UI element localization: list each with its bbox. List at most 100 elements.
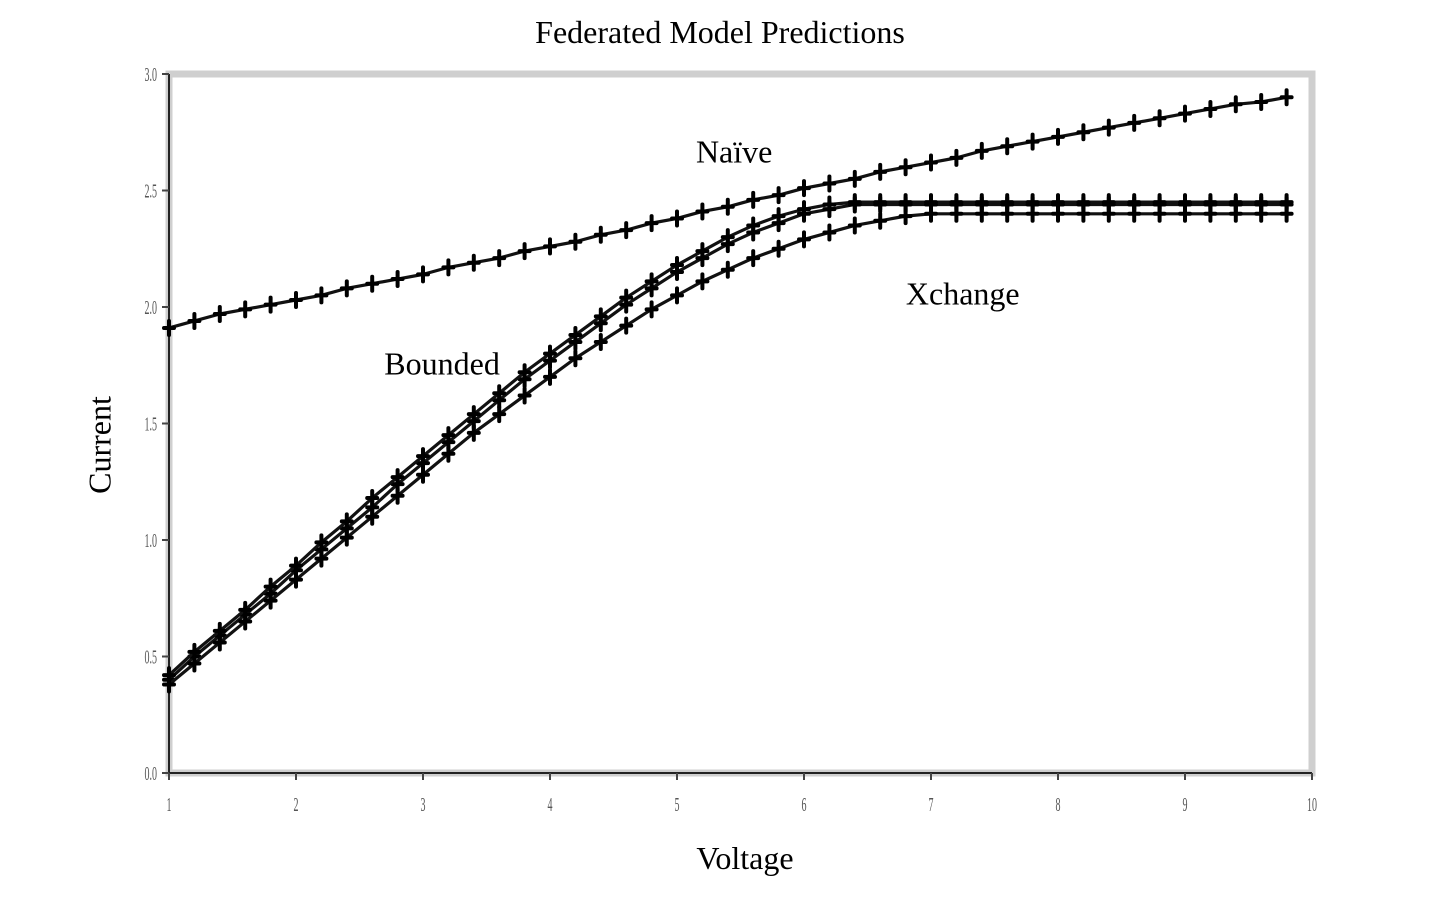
- data-point: [974, 141, 989, 160]
- data-point: [314, 549, 329, 568]
- data-point: [339, 528, 354, 547]
- axis-ticks: 1 2 3 4 5 6 7 8 9 10 0.0 0.5 1.0 1.5 2.0 2.5 3.0: [145, 65, 1318, 817]
- chart-title: Federated Model Predictions: [535, 14, 905, 50]
- y-tick-label: 2.0: [145, 298, 158, 320]
- data-point: [263, 295, 278, 314]
- data-point: [593, 332, 608, 351]
- data-point: [822, 223, 837, 242]
- data-point: [238, 300, 253, 319]
- data-point: [873, 211, 888, 230]
- data-point: [289, 570, 303, 589]
- data-point: [1152, 193, 1167, 212]
- data-point: [1254, 193, 1269, 212]
- x-tick-label: 2: [293, 795, 298, 817]
- data-point: [670, 256, 684, 275]
- data-point: [847, 169, 862, 188]
- y-tick-label: 0.0: [145, 764, 158, 786]
- data-point: [365, 507, 380, 526]
- data-point: [466, 423, 481, 442]
- data-point: [1000, 193, 1015, 212]
- data-point: [1051, 193, 1065, 212]
- data-point: [238, 600, 253, 619]
- data-point: [898, 158, 913, 177]
- data-point: [695, 242, 710, 261]
- data-point: [949, 193, 964, 212]
- data-point: [314, 533, 329, 552]
- plot-frame: [165, 70, 1316, 777]
- data-point: [1254, 92, 1269, 111]
- data-point: [1178, 193, 1192, 212]
- data-point: [720, 197, 735, 216]
- series-xchange: [162, 204, 1294, 694]
- data-point: [263, 577, 278, 596]
- data-point: [492, 384, 507, 403]
- data-point: [720, 228, 735, 247]
- x-tick-label: 10: [1307, 795, 1317, 817]
- data-point: [390, 468, 405, 487]
- data-point: [644, 300, 659, 319]
- data-point: [1203, 193, 1218, 212]
- data-point: [771, 186, 786, 205]
- data-point: [847, 193, 862, 212]
- data-point: [644, 272, 659, 291]
- data-point: [695, 272, 710, 291]
- data-point: [1051, 127, 1065, 146]
- data-point: [339, 279, 354, 298]
- data-point: [1279, 193, 1294, 212]
- data-point: [746, 216, 761, 235]
- data-point: [416, 465, 430, 484]
- data-point: [1279, 88, 1294, 107]
- data-point: [1178, 104, 1192, 123]
- data-point: [847, 216, 862, 235]
- data-point: [644, 214, 659, 233]
- y-tick-label: 2.5: [145, 181, 158, 203]
- data-point: [187, 642, 202, 661]
- data-point: [873, 193, 888, 212]
- data-point: [924, 153, 938, 172]
- data-point: [797, 179, 811, 198]
- data-point: [416, 447, 430, 466]
- data-point: [949, 148, 964, 167]
- series-line: [167, 212, 1287, 686]
- data-point: [1025, 132, 1040, 151]
- data-point: [390, 270, 405, 289]
- y-tick-label: 3.0: [145, 65, 158, 87]
- data-point: [1000, 137, 1015, 156]
- data-point: [746, 190, 761, 209]
- x-tick-label: 1: [166, 795, 171, 817]
- data-point: [365, 274, 380, 293]
- data-point: [797, 200, 811, 219]
- data-point: [1101, 193, 1116, 212]
- x-tick-label: 9: [1182, 795, 1187, 817]
- data-point: [568, 349, 583, 368]
- data-point: [797, 230, 811, 249]
- data-point: [1228, 95, 1243, 114]
- data-point: [974, 193, 989, 212]
- data-point: [212, 621, 227, 640]
- data-point: [1228, 193, 1243, 212]
- data-point: [873, 162, 888, 181]
- data-point: [771, 239, 786, 258]
- data-point: [822, 174, 837, 193]
- data-point: [619, 316, 634, 335]
- data-point: [517, 386, 532, 405]
- x-tick-label: 5: [674, 795, 679, 817]
- data-point: [720, 260, 735, 279]
- data-point: [924, 193, 938, 212]
- data-point: [1203, 99, 1218, 118]
- data-point: [517, 363, 532, 382]
- data-point: [822, 195, 837, 214]
- data-point: [162, 666, 176, 685]
- data-point: [568, 232, 583, 251]
- data-point: [898, 193, 913, 212]
- x-tick-label: 7: [928, 795, 933, 817]
- annotation-layer: Naïve Xchange Bounded: [384, 134, 1019, 382]
- series-unnamed-3: [162, 193, 1294, 685]
- x-tick-label: 3: [420, 795, 425, 817]
- x-tick-label: 6: [801, 795, 806, 817]
- data-point: [670, 286, 684, 305]
- data-point: [441, 426, 456, 445]
- data-point: [695, 202, 710, 221]
- data-point: [746, 249, 761, 268]
- data-point: [1101, 118, 1116, 137]
